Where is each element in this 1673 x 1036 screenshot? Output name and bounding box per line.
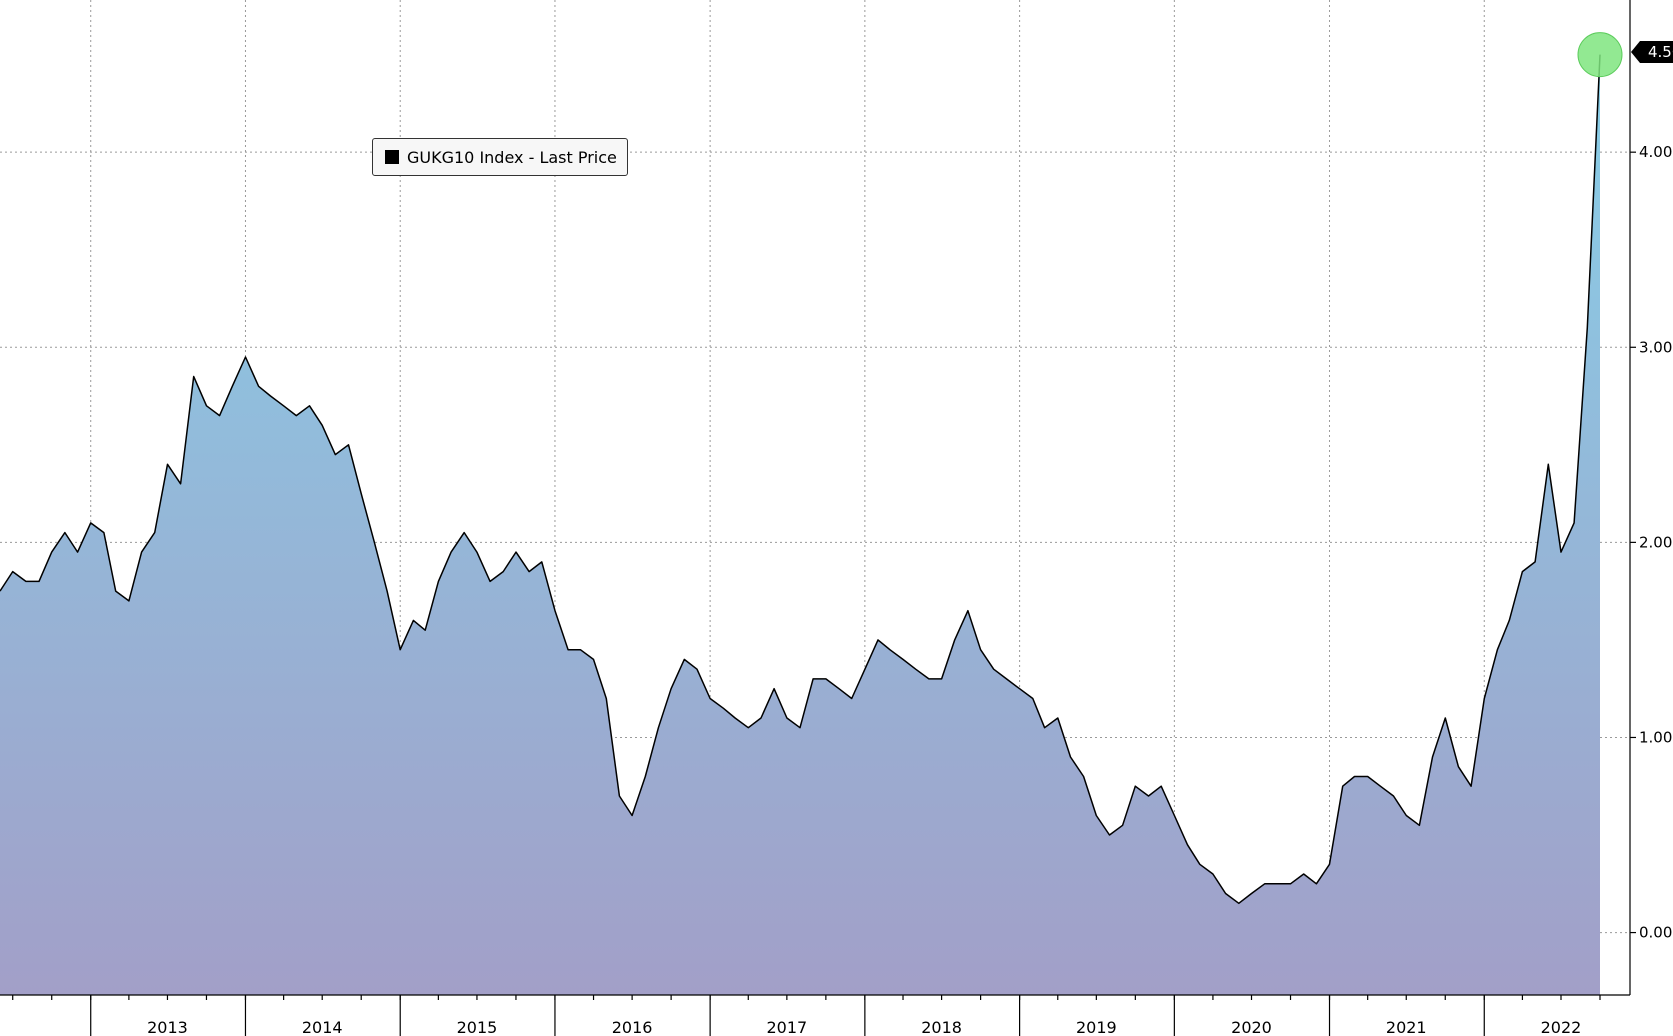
y-tick-label: 3.00 — [1639, 338, 1672, 356]
y-tick-label: 2.00 — [1639, 533, 1672, 551]
legend-label: GUKG10 Index - Last Price — [407, 147, 617, 167]
x-tick-label: 2021 — [1386, 1018, 1427, 1036]
x-tick-label: 2022 — [1541, 1018, 1582, 1036]
area-layer — [0, 54, 1601, 996]
x-tick-label: 2014 — [302, 1018, 343, 1036]
x-tick-label: 2018 — [921, 1018, 962, 1036]
last-value-tag: 4.50 — [1630, 41, 1673, 63]
axis-layer — [0, 0, 1636, 1036]
x-tick-label: 2020 — [1231, 1018, 1272, 1036]
y-tick-label: 4.00 — [1639, 143, 1672, 161]
x-tick-label: 2017 — [766, 1018, 807, 1036]
legend: GUKG10 Index - Last Price — [372, 138, 628, 176]
series-line — [0, 54, 1601, 905]
x-tick-label: 2015 — [457, 1018, 498, 1036]
x-tick-label: 2019 — [1076, 1018, 1117, 1036]
y-tick-label: 0.00 — [1639, 924, 1672, 942]
area-fill — [0, 54, 1600, 996]
legend-swatch — [385, 150, 399, 164]
y-tick-label: 1.00 — [1639, 728, 1672, 746]
last-value-marker — [1577, 32, 1623, 78]
x-tick-label: 2016 — [612, 1018, 653, 1036]
marker-layer — [1577, 32, 1623, 78]
x-tick-label: 2013 — [147, 1018, 188, 1036]
label-layer: 0.00 1.00 2.00 3.00 4.00 2013 2014 2015 2016 2017… — [147, 143, 1672, 1036]
